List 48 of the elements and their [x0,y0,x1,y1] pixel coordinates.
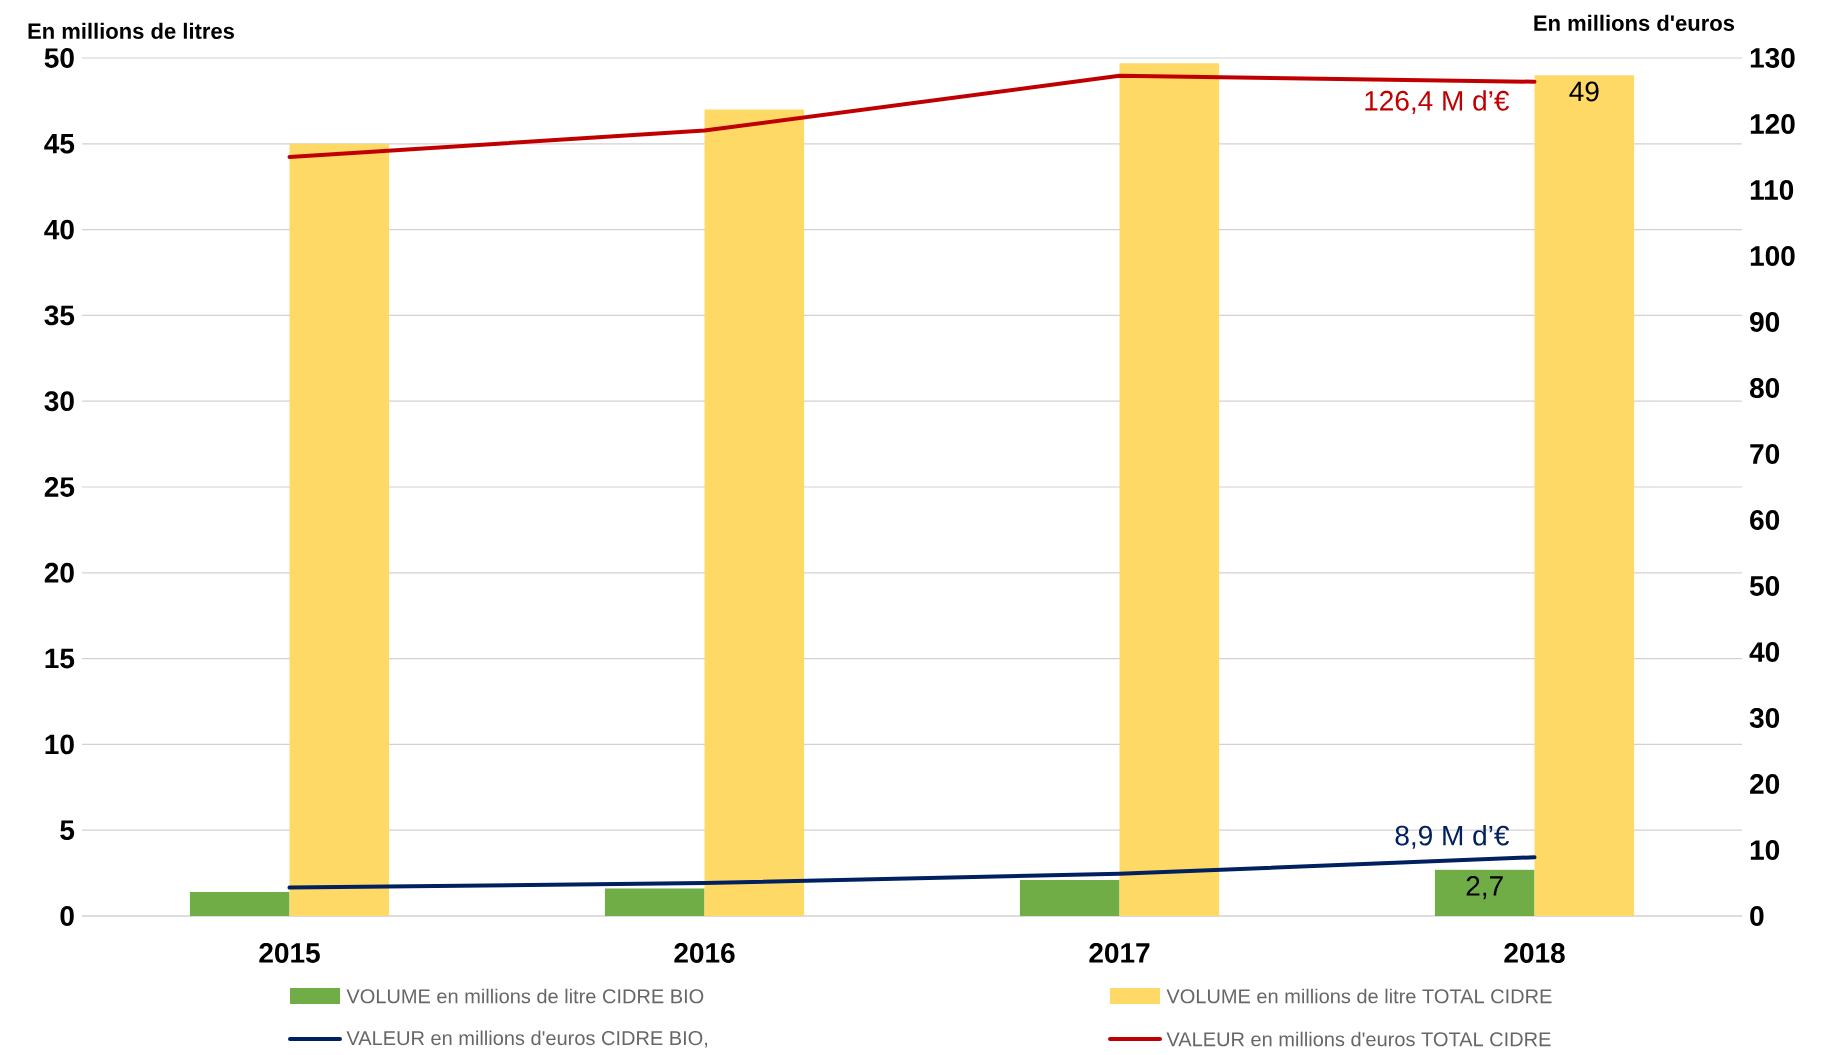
y2-tick-label: 30 [1749,708,1780,728]
y2-tick-label: 80 [1749,378,1780,398]
legend-label: VOLUME en millions de litre CIDRE BIO [346,988,704,1004]
bar [1534,75,1635,916]
bar [604,888,705,916]
legend-label: VALEUR en millions d'euros CIDRE BIO, [346,1030,708,1048]
y2-tick-label: 0 [1750,906,1764,926]
y2-tick-label: 90 [1750,312,1780,332]
bar [1019,879,1120,916]
y-tick-label: 15 [45,648,75,669]
y2-tick-label: 100 [1750,246,1795,266]
data-label: 49 [1569,81,1599,102]
bar [704,109,805,916]
y2-tick-label: 60 [1750,510,1780,530]
data-label: 8,9 M d’€ [1395,824,1510,849]
x-tick-label: 2018 [1504,943,1565,963]
data-label: 126,4 M d’€ [1365,90,1510,115]
y2-tick-label: 130 [1750,48,1795,68]
y-axis-title: En millions de litres [28,22,234,39]
y2-tick-label: 110 [1750,180,1794,200]
data-label: 2,7 [1466,876,1503,900]
bar [1434,869,1535,916]
y2-tick-label: 40 [1749,642,1780,662]
y2-axis-title: En millions d'euros [1534,14,1735,31]
y-tick-label: 25 [44,477,75,497]
bar [1119,63,1220,916]
y-tick-label: 50 [44,48,74,68]
y-tick-label: 30 [44,391,74,412]
x-tick-label: 2017 [1089,943,1150,963]
y-tick-label: 20 [44,562,74,583]
y-tick-label: 5 [60,820,75,840]
y2-tick-label: 20 [1750,774,1780,794]
y-tick-label: 35 [44,305,75,326]
y-tick-label: 0 [60,906,74,926]
x-tick-label: 2015 [259,943,320,963]
y2-tick-label: 70 [1750,444,1780,464]
y2-tick-label: 50 [1749,576,1780,596]
legend-label: VALEUR en millions d'euros TOTAL CIDRE [1166,1031,1551,1047]
y2-tick-label: 10 [1750,840,1780,860]
y2-tick-label: 120 [1750,114,1795,134]
legend-label: VOLUME en millions de litre TOTAL CIDRE [1166,988,1552,1004]
y-tick-label: 45 [44,134,75,154]
y-tick-label: 40 [44,219,74,240]
line-series [287,73,1537,159]
y-tick-label: 10 [45,734,74,755]
x-tick-label: 2016 [674,943,735,963]
bar [189,891,290,916]
bar [289,143,390,916]
